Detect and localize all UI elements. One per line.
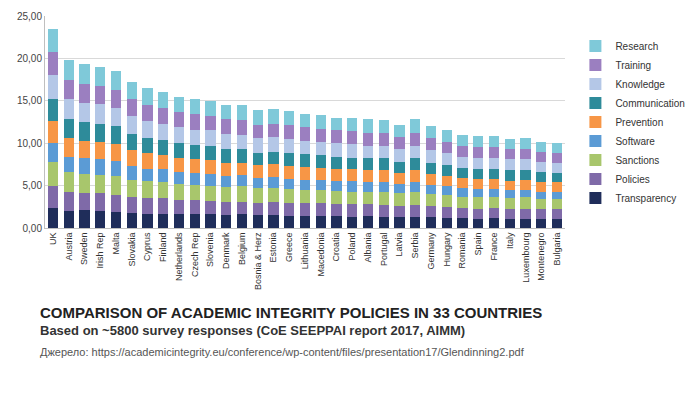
html-text:COMPARISON OF ACADEMIC INTEGRI: COMPARISON OF ACADEMIC INTEGRITY POLICIE…	[40, 304, 543, 321]
svg-text:15,00: 15,00	[17, 95, 42, 106]
svg-text:Spain: Spain	[473, 233, 483, 256]
svg-text:5,00: 5,00	[23, 180, 43, 191]
svg-text:Estonia: Estonia	[268, 233, 278, 263]
svg-text:Bulgaria: Bulgaria	[552, 233, 562, 266]
svg-text:Irish Rep: Irish Rep	[95, 233, 105, 269]
svg-text:10,00: 10,00	[17, 138, 42, 149]
svg-text:Poland: Poland	[347, 233, 357, 261]
svg-text:Latvia: Latvia	[394, 233, 404, 257]
svg-text:Slovakia: Slovakia	[127, 233, 137, 267]
svg-text:Bosnia & Herz: Bosnia & Herz	[253, 232, 263, 290]
svg-text:Czech Rep: Czech Rep	[190, 233, 200, 278]
svg-text:UK: UK	[48, 233, 58, 246]
svg-text:Communication: Communication	[615, 98, 684, 109]
svg-text:Research: Research	[615, 41, 658, 52]
svg-text:Training: Training	[615, 60, 651, 71]
svg-text:Prevention: Prevention	[615, 117, 663, 128]
svg-text:Romania: Romania	[458, 233, 468, 269]
svg-text:Hungary: Hungary	[442, 232, 452, 267]
svg-text:Luxembourg: Luxembourg	[521, 233, 531, 283]
svg-text:Greece: Greece	[284, 233, 294, 263]
svg-text:Slovenia: Slovenia	[205, 233, 215, 268]
svg-text:Albania: Albania	[363, 233, 373, 263]
svg-text:25,00: 25,00	[17, 11, 42, 22]
svg-text:Sanctions: Sanctions	[615, 155, 659, 166]
svg-text:Finland: Finland	[158, 233, 168, 263]
svg-text:Denmark: Denmark	[221, 232, 231, 269]
svg-text:Software: Software	[615, 136, 655, 147]
html-text:Джерело: https://academicinteg: Джерело: https://academicintegrity.eu/co…	[40, 346, 524, 358]
svg-text:Montenegro: Montenegro	[536, 233, 546, 281]
svg-text:Knowledge: Knowledge	[615, 79, 665, 90]
svg-text:Cyprus: Cyprus	[142, 232, 152, 261]
svg-text:Policies: Policies	[615, 174, 649, 185]
svg-text:0,00: 0,00	[23, 223, 43, 234]
svg-text:Malta: Malta	[111, 233, 121, 255]
svg-text:Lithuania: Lithuania	[300, 233, 310, 270]
svg-text:Austria: Austria	[64, 233, 74, 261]
svg-text:20,00: 20,00	[17, 53, 42, 64]
svg-text:Belgium: Belgium	[237, 233, 247, 266]
svg-text:Italy: Italy	[505, 232, 515, 249]
svg-text:Croatia: Croatia	[331, 233, 341, 262]
svg-text:Netherlands: Netherlands	[174, 232, 184, 281]
svg-text:Sweden: Sweden	[79, 233, 89, 266]
svg-text:Portugal: Portugal	[379, 233, 389, 267]
html-text:Based on ~5800 survey response: Based on ~5800 survey responses (CoE SEE…	[40, 323, 466, 338]
svg-text:Transparency: Transparency	[615, 193, 676, 204]
svg-text:Serbia: Serbia	[410, 233, 420, 259]
svg-text:Germany: Germany	[426, 232, 436, 270]
svg-text:France: France	[489, 233, 499, 261]
svg-text:Macedonia: Macedonia	[316, 233, 326, 277]
